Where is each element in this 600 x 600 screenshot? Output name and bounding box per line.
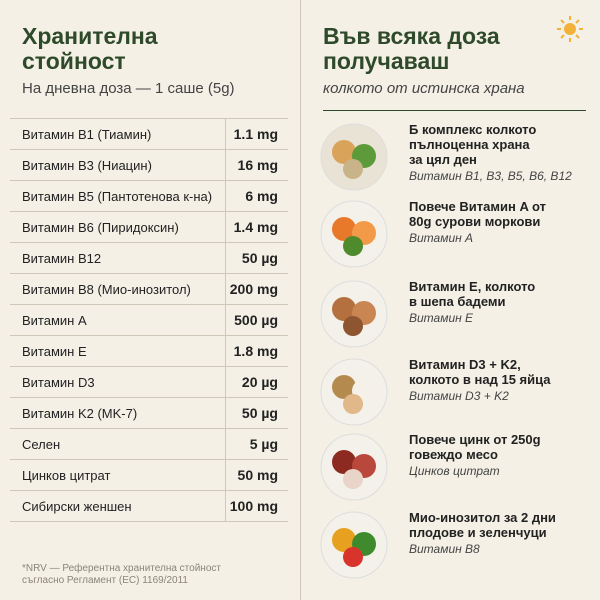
item-subtitle: Витамин B8: [409, 542, 480, 556]
nutrient-amount: 500 µg: [234, 312, 278, 328]
nutrient-name: Витамин E: [10, 336, 226, 366]
item-title-line: за цял ден: [409, 152, 477, 167]
nutrient-amount: 6 mg: [245, 188, 278, 204]
food-image: [320, 123, 388, 191]
nutrient-amount: 16 mg: [237, 157, 278, 173]
item-text: Витамин D3 + K2, колкото в над 15 яйца Вит…: [409, 357, 551, 404]
food-image: [320, 200, 388, 268]
table-row: Витамин D3 20 µg: [10, 367, 288, 398]
table-row: Витамин B8 (Мио-инозитол) 200 mg: [10, 274, 288, 305]
table-row: Витамин E 1.8 mg: [10, 336, 288, 367]
nutrient-name: Цинков цитрат: [10, 460, 226, 490]
title-line: стойност: [22, 48, 126, 74]
divider: [300, 0, 301, 600]
item-text: Повече Витамин A от 80g сурови моркови Вит…: [409, 199, 546, 246]
footnote-line: *NRV — Референтна хранителна стойност: [22, 563, 221, 574]
table-row: Цинков цитрат 50 mg: [10, 460, 288, 491]
nutrient-name: Витамин K2 (MK-7): [10, 398, 226, 428]
food-item: Повече цинк от 250g говеждо месо Цинков ци…: [315, 432, 595, 502]
rule: [323, 110, 586, 111]
nutrient-name: Витамин B3 (Ниацин): [10, 150, 226, 180]
item-title-line: колкото в над 15 яйца: [409, 372, 551, 387]
left-panel: Хранителна стойност На дневна доза — 1 с…: [10, 24, 288, 587]
food-image: [320, 433, 388, 501]
food-item: Мио-инозитол за 2 дни плодове и зеленчуци…: [315, 510, 595, 580]
food-item: Витамин D3 + K2, колкото в над 15 яйца Вит…: [315, 357, 595, 427]
nutrient-amount: 50 µg: [241, 250, 278, 266]
item-title-line: плодове и зеленчуци: [409, 525, 547, 540]
food-item: Витамин E, колкото в шепа бадеми Витамин E: [315, 279, 595, 349]
right-subtitle: колкото от истинска храна: [323, 80, 525, 97]
item-title-line: Повече цинк от 250g: [409, 432, 541, 447]
nutrient-amount: 20 µg: [241, 374, 278, 390]
nutrient-name: Селен: [10, 429, 226, 459]
nutrient-name: Витамин B1 (Тиамин): [10, 119, 226, 149]
nutrient-name: Витамин B8 (Мио-инозитол): [10, 274, 226, 304]
nutrient-amount: 50 µg: [241, 405, 278, 421]
food-item: Б комплекс колкото пълноценна храна за цял…: [315, 122, 595, 192]
nutrient-name: Витамин A: [10, 305, 226, 335]
nutrient-name: Витамин B5 (Пантотенова к-на): [10, 181, 226, 211]
item-subtitle: Витамин A: [409, 231, 474, 245]
table-row: Витамин K2 (MK-7) 50 µg: [10, 398, 288, 429]
item-title-line: пълноценна храна: [409, 137, 530, 152]
item-text: Повече цинк от 250g говеждо месо Цинков ци…: [409, 432, 541, 479]
nutrition-table: Витамин B1 (Тиамин) 1.1 mg Витамин B3 (Ниа…: [10, 118, 288, 522]
nutrient-name: Сибирски женшен: [10, 491, 226, 521]
nutrient-amount: 1.4 mg: [233, 219, 278, 235]
item-text: Мио-инозитол за 2 дни плодове и зеленчуци…: [409, 510, 556, 557]
item-title-line: Б комплекс колкото: [409, 122, 537, 137]
food-image: [320, 358, 388, 426]
item-subtitle: Витамин B1, B3, B5, B6, B12: [409, 169, 572, 183]
nutrient-amount: 50 mg: [237, 467, 278, 483]
title-line: Хранителна: [22, 23, 158, 49]
table-row: Витамин B12 50 µg: [10, 243, 288, 274]
item-text: Витамин E, колкото в шепа бадеми Витамин E: [409, 279, 535, 326]
nutrient-amount: 200 mg: [229, 281, 278, 297]
item-subtitle: Витамин E: [409, 311, 474, 325]
item-text: Б комплекс колкото пълноценна храна за цял…: [409, 122, 572, 184]
item-subtitle: Витамин D3 + K2: [409, 389, 509, 403]
nutrient-name: Витамин B6 (Пиридоксин): [10, 212, 226, 242]
table-row: Витамин B6 (Пиридоксин) 1.4 mg: [10, 212, 288, 243]
item-title-line: в шепа бадеми: [409, 294, 506, 309]
table-row: Селен 5 µg: [10, 429, 288, 460]
food-item: Повече Витамин A от 80g сурови моркови Вит…: [315, 199, 595, 269]
nutrient-amount: 1.1 mg: [233, 126, 278, 142]
item-title-line: 80g сурови моркови: [409, 214, 541, 229]
right-panel: Във всяка доза получаваш колкото от исти…: [301, 0, 600, 600]
footnote-line: съгласно Регламент (ЕС) 1169/2011: [22, 575, 188, 586]
item-title-line: говеждо месо: [409, 447, 498, 462]
item-title-line: Витамин D3 + K2,: [409, 357, 521, 372]
title-line: Във всяка доза: [323, 23, 500, 49]
left-subtitle: На дневна доза — 1 саше (5g): [22, 80, 235, 97]
table-row: Сибирски женшен 100 mg: [10, 491, 288, 522]
nutrient-amount: 1.8 mg: [233, 343, 278, 359]
left-title: Хранителна стойност: [22, 24, 158, 74]
right-title: Във всяка доза получаваш: [323, 24, 500, 74]
sun-icon: [557, 16, 583, 42]
table-row: Витамин B5 (Пантотенова к-на) 6 mg: [10, 181, 288, 212]
title-line: получаваш: [323, 48, 450, 74]
food-image: [320, 511, 388, 579]
table-row: Витамин B1 (Тиамин) 1.1 mg: [10, 119, 288, 150]
nutrient-name: Витамин D3: [10, 367, 226, 397]
table-row: Витамин B3 (Ниацин) 16 mg: [10, 150, 288, 181]
nutrient-amount: 5 µg: [249, 436, 278, 452]
food-image: [320, 280, 388, 348]
footnote: *NRV — Референтна хранителна стойност съ…: [22, 563, 221, 587]
table-row: Витамин A 500 µg: [10, 305, 288, 336]
nutrient-amount: 100 mg: [229, 498, 278, 514]
item-title-line: Витамин E, колкото: [409, 279, 536, 294]
nutrient-name: Витамин B12: [10, 243, 226, 273]
item-title-line: Повече Витамин A от: [409, 199, 546, 214]
item-title-line: Мио-инозитол за 2 дни: [409, 510, 556, 525]
item-subtitle: Цинков цитрат: [409, 464, 500, 478]
